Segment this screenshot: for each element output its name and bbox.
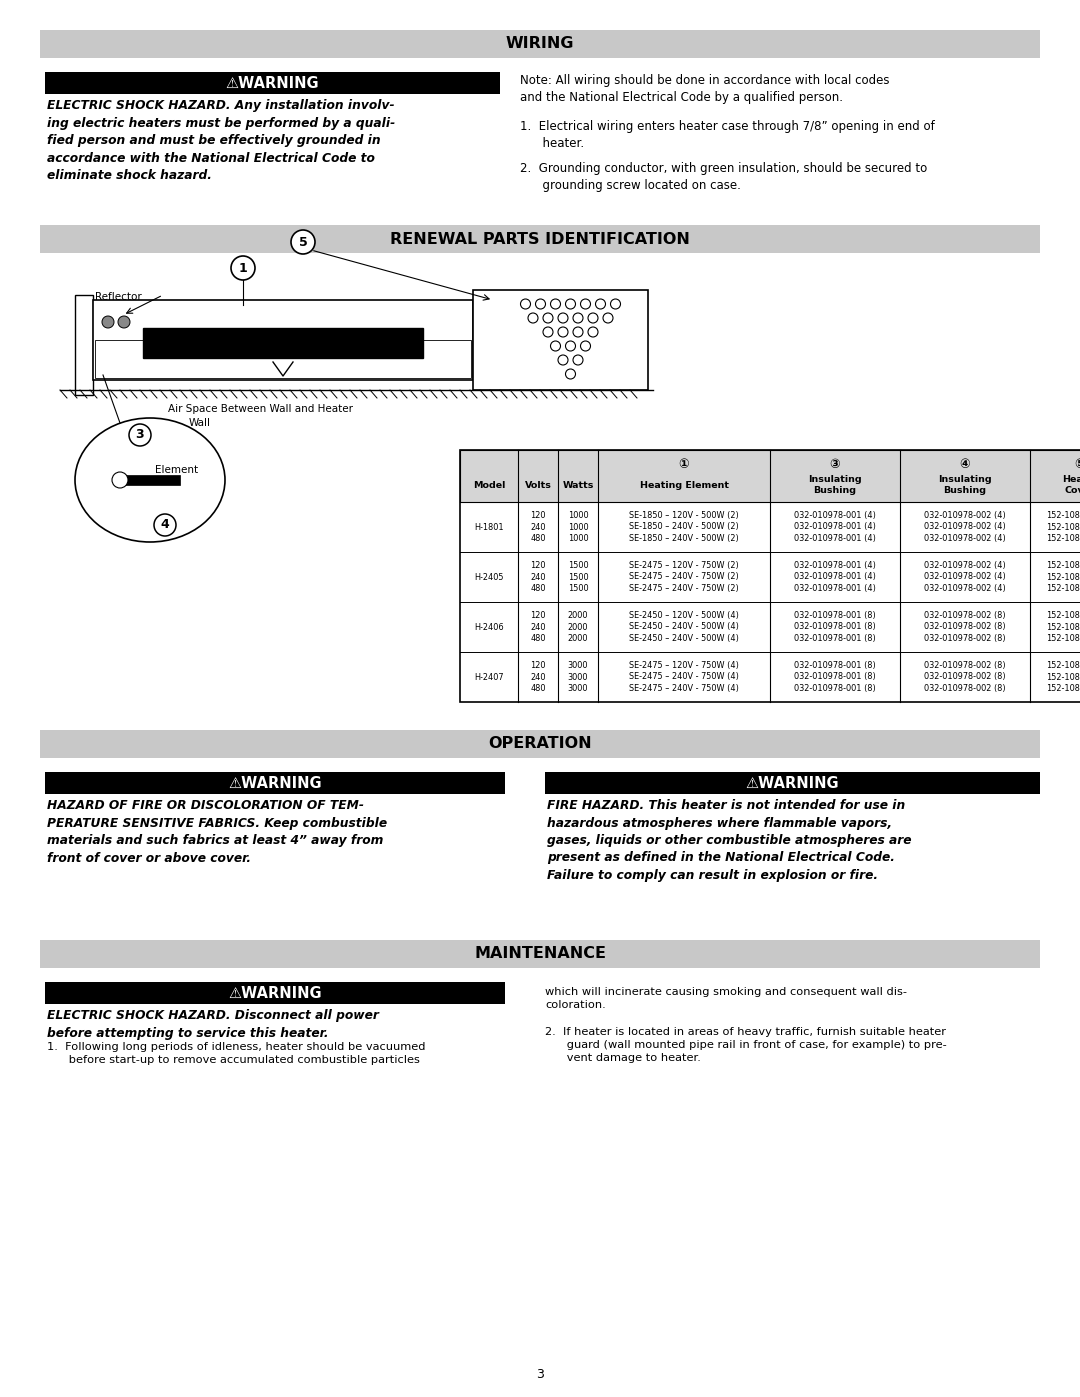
Circle shape xyxy=(129,425,151,446)
Text: 152-108257-002
152-108257-002
152-108257-002: 152-108257-002 152-108257-002 152-108257… xyxy=(1047,560,1080,594)
Circle shape xyxy=(573,313,583,323)
Text: ELECTRIC SHOCK HAZARD. Any installation involv-
ing electric heaters must be per: ELECTRIC SHOCK HAZARD. Any installation … xyxy=(48,99,395,182)
Text: 2.  If heater is located in areas of heavy traffic, furnish suitable heater
    : 2. If heater is located in areas of heav… xyxy=(545,1027,947,1063)
Text: ELECTRIC SHOCK HAZARD. Disconnect all power
before attempting to service this he: ELECTRIC SHOCK HAZARD. Disconnect all po… xyxy=(48,1009,379,1039)
Bar xyxy=(45,73,500,94)
Text: Heating Element: Heating Element xyxy=(639,481,729,489)
Text: 032-010978-002 (4)
032-010978-002 (4)
032-010978-002 (4): 032-010978-002 (4) 032-010978-002 (4) 03… xyxy=(924,560,1005,594)
Text: 3: 3 xyxy=(536,1369,544,1382)
Text: Volts: Volts xyxy=(525,481,552,489)
Text: 3000
3000
3000: 3000 3000 3000 xyxy=(568,661,589,693)
Circle shape xyxy=(551,299,561,309)
Circle shape xyxy=(291,231,315,254)
Text: 1.  Following long periods of idleness, heater should be vacuumed
      before s: 1. Following long periods of idleness, h… xyxy=(48,1042,426,1065)
Text: ⚠WARNING: ⚠WARNING xyxy=(226,75,320,91)
Text: OPERATION: OPERATION xyxy=(488,736,592,752)
Circle shape xyxy=(588,313,598,323)
Bar xyxy=(143,328,423,358)
Text: 120
240
480: 120 240 480 xyxy=(530,560,545,594)
Bar xyxy=(75,295,93,395)
Bar xyxy=(40,225,1040,253)
Text: ④: ④ xyxy=(960,457,970,471)
Text: Wall: Wall xyxy=(189,418,211,427)
Bar xyxy=(45,773,505,793)
Text: H-2407: H-2407 xyxy=(474,672,503,682)
Text: 120
240
480: 120 240 480 xyxy=(530,511,545,543)
Circle shape xyxy=(551,341,561,351)
Ellipse shape xyxy=(75,418,225,542)
Text: SE-2450 – 120V - 500W (4)
SE-2450 – 240V - 500W (4)
SE-2450 – 240V - 500W (4): SE-2450 – 120V - 500W (4) SE-2450 – 240V… xyxy=(629,610,739,643)
Circle shape xyxy=(558,355,568,365)
Bar xyxy=(40,940,1040,968)
Circle shape xyxy=(603,313,613,323)
Text: 3: 3 xyxy=(136,429,145,441)
Bar xyxy=(93,300,473,380)
Circle shape xyxy=(118,316,130,328)
Circle shape xyxy=(581,299,591,309)
Circle shape xyxy=(102,316,114,328)
Text: RENEWAL PARTS IDENTIFICATION: RENEWAL PARTS IDENTIFICATION xyxy=(390,232,690,246)
Text: Element: Element xyxy=(156,465,198,475)
Text: SE-2475 – 120V - 750W (2)
SE-2475 – 240V - 750W (2)
SE-2475 – 240V - 750W (2): SE-2475 – 120V - 750W (2) SE-2475 – 240V… xyxy=(630,560,739,594)
Text: 5: 5 xyxy=(299,236,308,249)
Text: 120
240
480: 120 240 480 xyxy=(530,610,545,643)
Circle shape xyxy=(581,341,591,351)
Circle shape xyxy=(543,327,553,337)
Text: 032-010978-001 (4)
032-010978-001 (4)
032-010978-001 (4): 032-010978-001 (4) 032-010978-001 (4) 03… xyxy=(794,511,876,543)
Circle shape xyxy=(573,327,583,337)
Text: ⚠WARNING: ⚠WARNING xyxy=(228,775,322,791)
Text: MAINTENANCE: MAINTENANCE xyxy=(474,947,606,961)
Bar xyxy=(40,731,1040,759)
Circle shape xyxy=(154,514,176,536)
Text: 2000
2000
2000: 2000 2000 2000 xyxy=(568,610,589,643)
Circle shape xyxy=(536,299,545,309)
Text: WIRING: WIRING xyxy=(505,36,575,52)
Text: 120
240
480: 120 240 480 xyxy=(530,661,545,693)
Bar xyxy=(95,339,471,379)
Bar xyxy=(473,291,648,390)
Text: H-2405: H-2405 xyxy=(474,573,503,581)
Text: which will incinerate causing smoking and consequent wall dis-
coloration.: which will incinerate causing smoking an… xyxy=(545,988,907,1010)
Text: 152-108257-003
152-108257-003
152-108257-003: 152-108257-003 152-108257-003 152-108257… xyxy=(1047,610,1080,643)
Bar xyxy=(45,982,505,1004)
Text: FIRE HAZARD. This heater is not intended for use in
hazardous atmospheres where : FIRE HAZARD. This heater is not intended… xyxy=(546,799,912,882)
Text: 032-010978-001 (8)
032-010978-001 (8)
032-010978-001 (8): 032-010978-001 (8) 032-010978-001 (8) 03… xyxy=(794,661,876,693)
Bar xyxy=(460,450,1080,703)
Text: Note: All wiring should be done in accordance with local codes
and the National : Note: All wiring should be done in accor… xyxy=(519,74,890,103)
Text: H-1801: H-1801 xyxy=(474,522,503,531)
Bar xyxy=(460,450,1080,502)
Circle shape xyxy=(588,327,598,337)
Text: H-2406: H-2406 xyxy=(474,623,503,631)
Circle shape xyxy=(566,299,576,309)
Text: 152-108257-001
152-108257-001
152-108257-001: 152-108257-001 152-108257-001 152-108257… xyxy=(1047,511,1080,543)
Text: 1500
1500
1500: 1500 1500 1500 xyxy=(568,560,589,594)
Circle shape xyxy=(231,256,255,279)
Circle shape xyxy=(558,313,568,323)
Text: Air Space Between Wall and Heater: Air Space Between Wall and Heater xyxy=(167,404,352,414)
Bar xyxy=(40,29,1040,59)
Text: HAZARD OF FIRE OR DISCOLORATION OF TEM-
PERATURE SENSITIVE FABRICS. Keep combust: HAZARD OF FIRE OR DISCOLORATION OF TEM- … xyxy=(48,799,387,865)
Text: Heater
Cover: Heater Cover xyxy=(1062,475,1080,495)
Text: ①: ① xyxy=(678,457,689,471)
Text: Model: Model xyxy=(473,481,505,489)
Text: 4: 4 xyxy=(161,518,170,531)
Text: ⚠WARNING: ⚠WARNING xyxy=(745,775,839,791)
Text: 1: 1 xyxy=(239,261,247,274)
Circle shape xyxy=(595,299,606,309)
Text: 032-010978-002 (8)
032-010978-002 (8)
032-010978-002 (8): 032-010978-002 (8) 032-010978-002 (8) 03… xyxy=(924,661,1005,693)
Text: 1.  Electrical wiring enters heater case through 7/8” opening in end of
      he: 1. Electrical wiring enters heater case … xyxy=(519,120,935,149)
Text: ③: ③ xyxy=(829,457,840,471)
Text: ⑤: ⑤ xyxy=(1075,457,1080,471)
Text: 152-108257-003
152-108257-003
152-108257-003: 152-108257-003 152-108257-003 152-108257… xyxy=(1047,661,1080,693)
Text: SE-1850 – 120V - 500W (2)
SE-1850 – 240V - 500W (2)
SE-1850 – 240V - 500W (2): SE-1850 – 120V - 500W (2) SE-1850 – 240V… xyxy=(630,511,739,543)
Bar xyxy=(545,773,1040,793)
Circle shape xyxy=(558,327,568,337)
Text: Insulating
Bushing: Insulating Bushing xyxy=(808,475,862,495)
Circle shape xyxy=(610,299,621,309)
Circle shape xyxy=(521,299,530,309)
Circle shape xyxy=(566,369,576,379)
Circle shape xyxy=(112,472,129,488)
Text: 2.  Grounding conductor, with green insulation, should be secured to
      groun: 2. Grounding conductor, with green insul… xyxy=(519,162,928,191)
Circle shape xyxy=(528,313,538,323)
Text: 032-010978-001 (8)
032-010978-001 (8)
032-010978-001 (8): 032-010978-001 (8) 032-010978-001 (8) 03… xyxy=(794,610,876,643)
